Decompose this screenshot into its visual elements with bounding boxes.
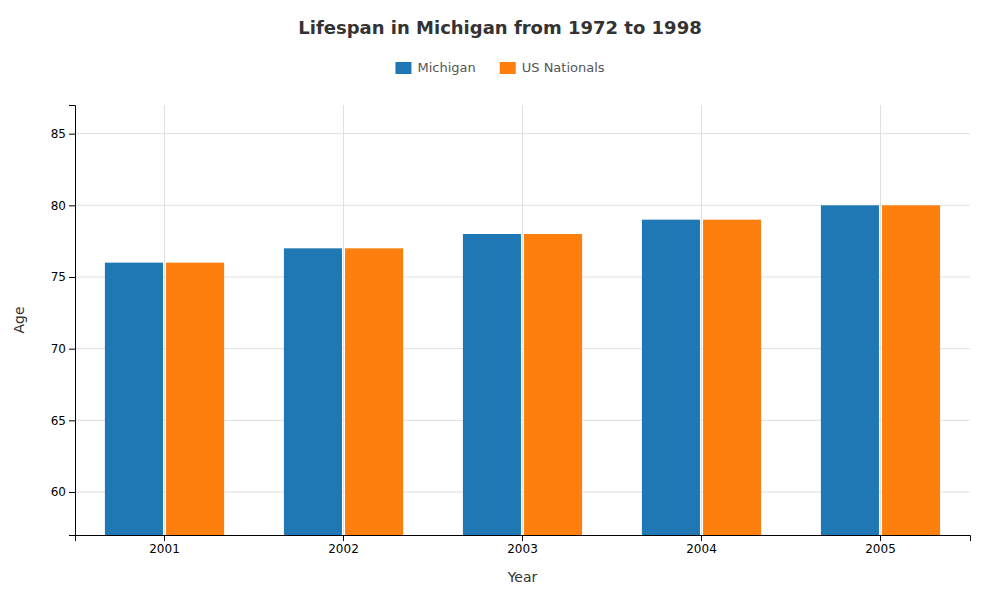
tick: 60 bbox=[51, 485, 75, 499]
tick: 2004 bbox=[686, 535, 717, 556]
tick-label: 2002 bbox=[328, 542, 359, 556]
tick-mark bbox=[69, 420, 75, 421]
tick: 2003 bbox=[507, 535, 538, 556]
x-axis: 2001 2002 2003 2004 2005 bbox=[76, 535, 971, 556]
title: Lifespan in Michigan from 1972 to 1998 bbox=[298, 17, 701, 38]
bar bbox=[703, 220, 761, 535]
tick: 75 bbox=[51, 270, 75, 284]
bar bbox=[524, 234, 582, 535]
bar bbox=[345, 248, 403, 535]
axis-line bbox=[69, 106, 76, 536]
bar-series bbox=[105, 205, 879, 535]
tick-label: 75 bbox=[51, 270, 66, 284]
tick-label: 2001 bbox=[149, 542, 180, 556]
tick-label: 60 bbox=[51, 485, 66, 499]
bar bbox=[642, 220, 700, 535]
legend-swatch bbox=[395, 62, 411, 74]
x-axis-title: Year bbox=[507, 569, 538, 585]
tick-label: 70 bbox=[51, 342, 66, 356]
tick: 80 bbox=[51, 199, 75, 213]
bar bbox=[882, 205, 940, 535]
tick-mark bbox=[69, 492, 75, 493]
axis-line bbox=[76, 536, 971, 542]
chart-container: 2001 2002 2003 2004 2005 60 65 70 75 80 85 Lifespan… bbox=[0, 0, 1000, 600]
legend-item: US Nationals bbox=[500, 60, 605, 75]
legend: Michigan US Nationals bbox=[395, 60, 604, 75]
legend-swatch bbox=[500, 62, 516, 74]
tick-label: 85 bbox=[51, 127, 66, 141]
tick-mark bbox=[69, 205, 75, 206]
tick-mark bbox=[343, 535, 344, 541]
y-axis-title: Age bbox=[11, 306, 27, 333]
tick-label: 80 bbox=[51, 199, 66, 213]
bar bbox=[463, 234, 521, 535]
grid bbox=[75, 105, 970, 535]
bar bbox=[105, 263, 163, 535]
bar bbox=[284, 248, 342, 535]
tick-mark bbox=[69, 349, 75, 350]
tick-label: 2004 bbox=[686, 542, 717, 556]
bars bbox=[105, 205, 940, 535]
tick-mark bbox=[522, 535, 523, 541]
grid-line bbox=[343, 105, 344, 535]
legend-item: Michigan bbox=[395, 60, 475, 75]
tick-mark bbox=[69, 277, 75, 278]
tick-label: 2003 bbox=[507, 542, 538, 556]
tick: 2002 bbox=[328, 535, 359, 556]
tick-label: 2005 bbox=[865, 542, 896, 556]
grid-line bbox=[880, 105, 881, 535]
y-axis: 60 65 70 75 80 85 bbox=[51, 106, 76, 536]
bar-series bbox=[166, 205, 940, 535]
tick: 65 bbox=[51, 414, 75, 428]
grid-line bbox=[701, 105, 702, 535]
tick-mark bbox=[69, 134, 75, 135]
tick-mark bbox=[701, 535, 702, 541]
bar bbox=[166, 263, 224, 535]
grid-line bbox=[164, 105, 165, 535]
legend-label: Michigan bbox=[417, 60, 475, 75]
tick: 70 bbox=[51, 342, 75, 356]
tick-label: 65 bbox=[51, 414, 66, 428]
tick-mark bbox=[164, 535, 165, 541]
grid-line bbox=[522, 105, 523, 535]
tick: 85 bbox=[51, 127, 75, 141]
tick: 2005 bbox=[865, 535, 896, 556]
bar bbox=[821, 205, 879, 535]
legend-label: US Nationals bbox=[522, 60, 605, 75]
tick: 2001 bbox=[149, 535, 180, 556]
tick-mark bbox=[880, 535, 881, 541]
chart: 2001 2002 2003 2004 2005 60 65 70 75 80 85 Lifespan… bbox=[0, 0, 1000, 600]
